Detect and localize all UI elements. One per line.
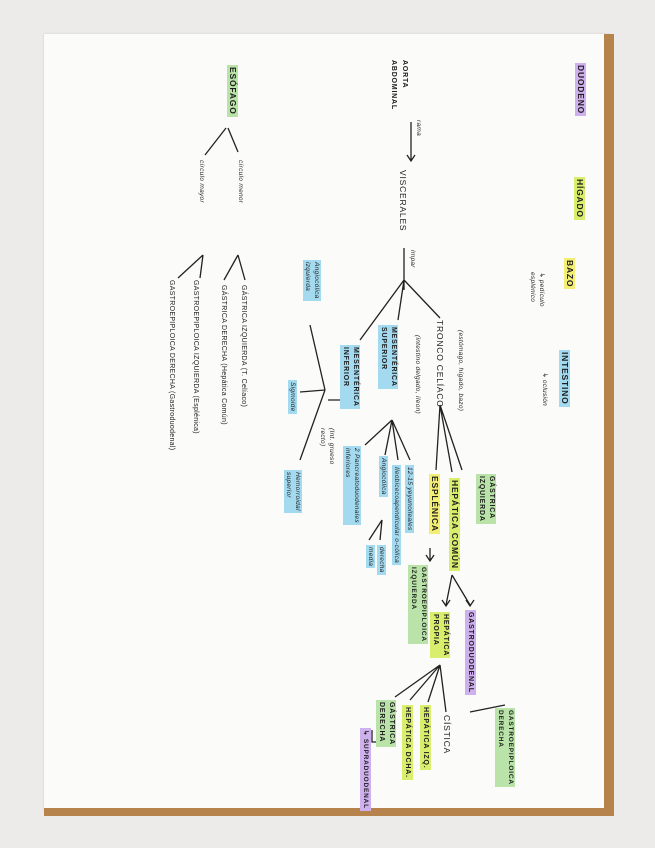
node-hepatica-izq: HEPÁTICA IZQ. [420, 705, 431, 771]
node-hemorroidal-superior: Hemorroidal superior [284, 470, 302, 513]
node-ileobicecoapendicular: Ileobicecoapendicular o-cólica [392, 465, 401, 566]
node-circulo-mayor: círculo mayor [198, 160, 205, 203]
node-gastroduodenal: GASTRODUODENAL [465, 610, 476, 695]
node-bazo: BAZO [564, 258, 575, 290]
note-tronco: (estómago, hígado, bazo) [457, 330, 464, 412]
node-tronco-celiaco: TRONCO CELÍACO [435, 320, 445, 408]
node-gastrica-izquierda: GÁSTRICA IZQUIERDA [476, 474, 496, 524]
node-yeyunoileales: 12-15 yeyunoileales [405, 465, 414, 533]
label-impar: impar [409, 250, 416, 268]
node-angiocolica-media: media [366, 545, 375, 569]
node-esofago-gastrica-izquierda: GÁSTRICA IZQUIERDA (T. Celíaco) [240, 285, 247, 408]
node-gastrica-derecha: GÁSTRICA DERECHA [376, 700, 396, 747]
note-mesenterica-superior: (intestino delgado, íleon) [414, 335, 421, 414]
node-hepatica-comun: HEPÁTICA COMÚN [449, 478, 460, 571]
node-gastroepiploica-derecha: GASTROEPIPLOICA DERECHA [495, 708, 515, 787]
node-circulo-menor: círculo menor [237, 160, 244, 204]
note-pediculo: ↳ pedículo esplénico [529, 272, 545, 307]
node-angiocolica-derecha: derecha [377, 545, 386, 575]
node-gastroepiploica-izquierda: GASTROEPIPLOICA IZQUIERDA [408, 565, 428, 644]
frame-edge [604, 34, 614, 816]
node-supraduodenal: ↳ SUPRADUODENAL [360, 728, 371, 811]
node-esofago-gastroepiploica-derecha: GASTROEPIPLOICA DERECHA (Gastroduodenal) [168, 280, 175, 451]
node-angiocolica-izquierda: Angiocólica izquierda [303, 260, 321, 301]
node-aorta-abdominal: AORTA ABDOMINAL [390, 60, 408, 110]
label-rama: rama [415, 120, 422, 137]
note-oclusion: ↳ oclusión [541, 372, 548, 407]
node-mesenterica-inferior: MESENTÉRICA INFERIOR [340, 345, 360, 409]
node-esofago-gastrica-derecha: GÁSTRICA DERECHA (Hepática Común) [220, 285, 227, 425]
node-duodeno: DUODENO [575, 63, 586, 117]
node-cistica: CÍSTICA [442, 715, 452, 755]
node-angiocolica: Angiocólica [379, 456, 388, 497]
node-esplenica: ESPLÉNICA [429, 474, 440, 534]
node-esofago: ESÓFAGO [227, 65, 238, 117]
node-higado: HÍGADO [574, 177, 585, 220]
node-sigmoide: Sigmoide [288, 380, 297, 414]
node-esofago-gastroepiploica-izquierda: GASTROEPIPLOICA IZQUIERDA (Esplénica) [192, 280, 199, 434]
node-hepatica-propia: HEPÁTICA PROPIA [430, 612, 450, 659]
note-mesenterica-inferior: (Int. grueso recto) [319, 428, 335, 465]
node-pancreatoduodenales: 2 Pancreatoduodenales inferiores [343, 446, 361, 525]
node-mesenterica-superior: MESENTÉRICA SUPERIOR [378, 325, 398, 389]
frame-edge [44, 808, 614, 816]
node-viscerales: VISCERALES [398, 170, 408, 232]
paper-sheet [44, 34, 610, 810]
node-hepatica-dcha: HEPÁTICA DCHA. [402, 705, 413, 780]
node-intestino: INTESTINO [559, 350, 570, 407]
